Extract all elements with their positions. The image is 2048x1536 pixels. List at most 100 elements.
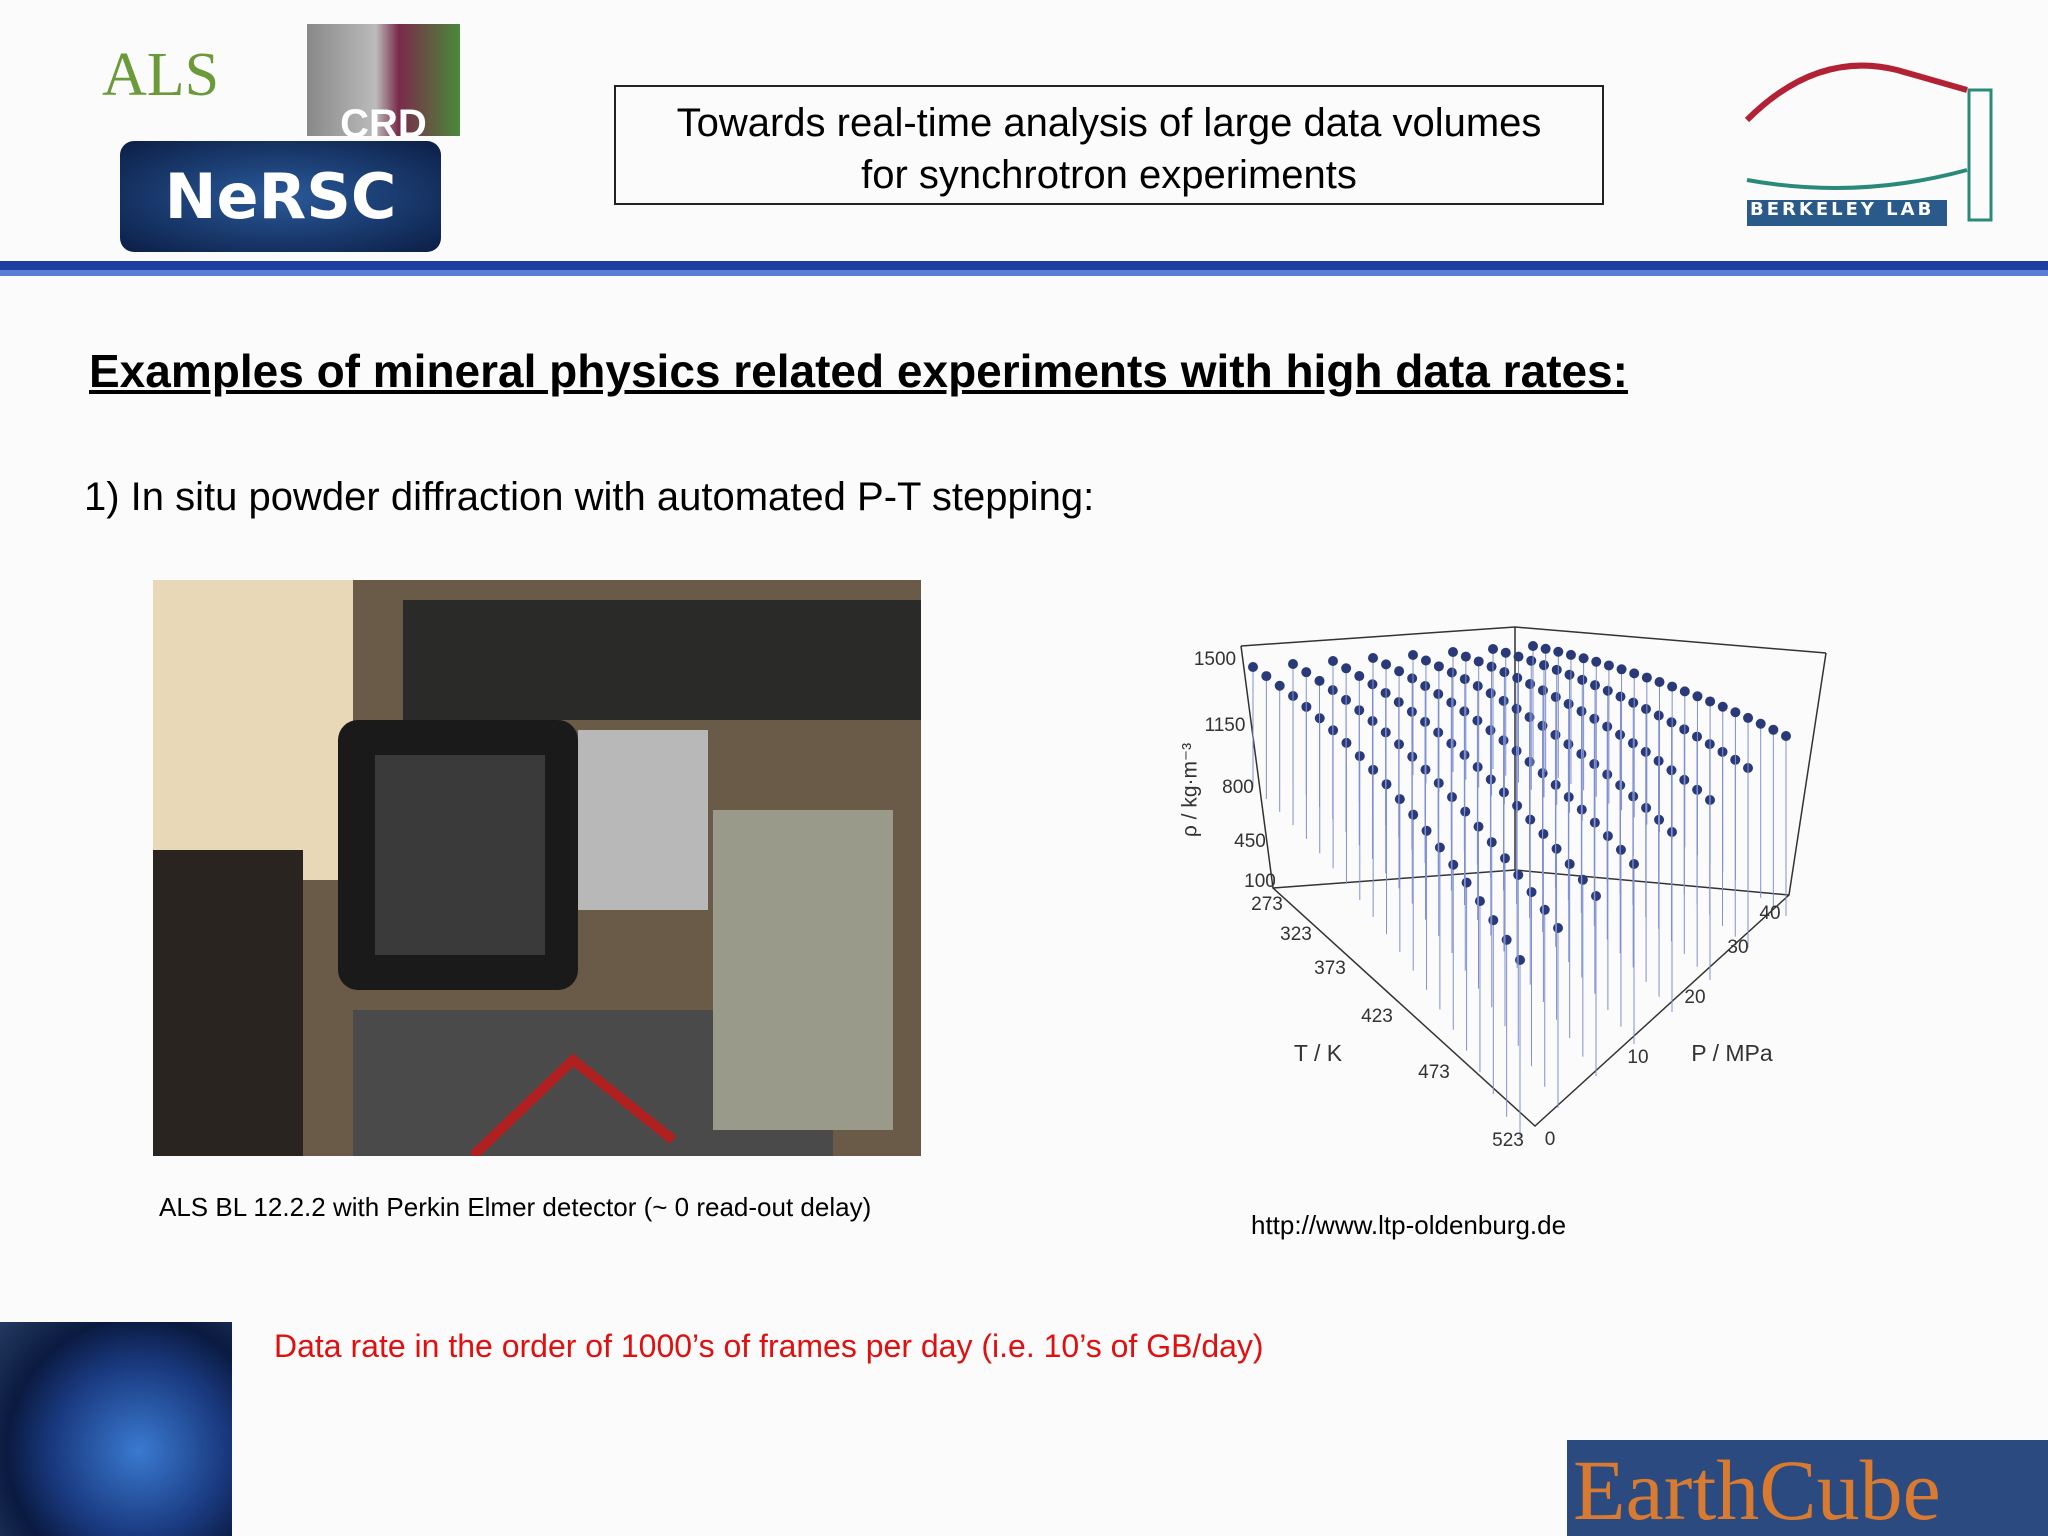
photo-caption: ALS BL 12.2.2 with Perkin Elmer detector… <box>159 1192 872 1222</box>
rho-tick-label: 100 <box>1244 871 1276 892</box>
curve-dot <box>1354 671 1365 682</box>
curve-dot <box>1368 653 1378 663</box>
figure-source: http://www.ltp-oldenburg.de <box>1251 1210 1567 1240</box>
curve-dot <box>1755 718 1766 729</box>
t-tick-label: 323 <box>1280 924 1312 945</box>
header-rule <box>0 261 2048 270</box>
curve-dot <box>1499 667 1510 678</box>
curve-dot <box>1553 646 1564 657</box>
title-box: Towards real-time analysis of large data… <box>614 85 1604 205</box>
curve-dot <box>1261 671 1272 682</box>
earth-cube-image <box>0 1322 232 1536</box>
data-curves <box>1248 641 1791 1140</box>
curve-dot <box>1616 664 1627 675</box>
curve-dot <box>1629 859 1639 869</box>
curve-dot <box>1602 721 1613 732</box>
berkeley-logo: Berkeley Lab <box>1750 199 1935 220</box>
curve-dot <box>1314 675 1325 686</box>
curve-dot <box>1564 669 1575 680</box>
curve-dot <box>1641 672 1652 683</box>
curve-dot <box>1667 681 1678 692</box>
curve-dot <box>1589 713 1600 724</box>
t-tick-label: 523 <box>1492 1130 1524 1151</box>
curve-dot <box>1421 825 1432 836</box>
curve-dot <box>1551 843 1562 854</box>
crd-logo: CRD <box>307 24 460 136</box>
curve-dot <box>1563 698 1574 709</box>
curve-dot <box>1539 904 1550 915</box>
curve-dot <box>1538 828 1549 839</box>
curve-dot <box>1730 707 1741 718</box>
t-tick-label: 423 <box>1361 1006 1393 1027</box>
curve-dot <box>1460 651 1471 662</box>
curve-dot <box>1446 667 1457 678</box>
curve-dot <box>1460 806 1471 817</box>
curve-dot <box>1679 686 1690 697</box>
curve-dot <box>1501 934 1512 945</box>
rho-tick-label: 1150 <box>1205 715 1246 736</box>
curve-dot <box>1288 659 1298 669</box>
curve-dot <box>1629 668 1640 679</box>
curve-dot <box>1485 688 1496 699</box>
t-tick-label: 373 <box>1314 958 1346 979</box>
curve-dot <box>1528 641 1538 651</box>
curve-dot <box>1498 695 1509 706</box>
curve-dot <box>1539 660 1549 671</box>
curve-dot <box>1433 661 1444 672</box>
curve-dot <box>1615 691 1626 702</box>
t-tick-label: 473 <box>1418 1062 1450 1083</box>
curve-dot <box>1420 681 1431 692</box>
curve-dot <box>1576 706 1587 717</box>
t-tick-label: 273 <box>1251 894 1283 915</box>
curve-dot <box>1274 680 1285 691</box>
curve-dot <box>1407 673 1418 684</box>
p-tick-label: 0 <box>1545 1129 1556 1150</box>
curve-dot <box>1590 680 1600 691</box>
curve-dot <box>1628 697 1639 708</box>
p-axis-label: P / MPa <box>1691 1040 1773 1066</box>
rho-tick-label: 1500 <box>1194 649 1236 670</box>
curve-dot <box>1513 869 1524 880</box>
curve-dot <box>1551 664 1562 675</box>
curve-dot <box>1367 679 1378 690</box>
curve-dot <box>1537 685 1548 696</box>
curve-dot <box>1420 655 1431 666</box>
curve-dot <box>1540 643 1551 654</box>
earthcube-logo: EarthCube <box>1567 1440 2048 1536</box>
curve-dot <box>1488 915 1499 926</box>
curve-dot <box>1513 651 1524 662</box>
curve-dot <box>1394 666 1405 677</box>
curve-dot <box>1524 712 1535 723</box>
curve-dot <box>1434 842 1445 853</box>
berkeley-logo-art <box>1744 62 1993 226</box>
curve-dot <box>1553 923 1563 933</box>
curve-dot <box>1448 647 1458 657</box>
header-rule <box>0 270 2048 276</box>
curve-dot <box>1591 891 1601 901</box>
curve-dot <box>1512 672 1523 683</box>
curve-dot <box>1448 859 1459 870</box>
curve-dot <box>1577 674 1588 685</box>
rho-tick-label: 800 <box>1222 777 1254 798</box>
curve-dot <box>1515 955 1525 965</box>
curve-dot <box>1381 659 1392 670</box>
curve-dot <box>1666 717 1677 728</box>
curve-dot <box>1743 712 1754 723</box>
curve-dot <box>1564 859 1575 870</box>
rho-axis-label: ρ / kg·m⁻³ <box>1179 743 1202 837</box>
curve-dot <box>1473 656 1484 667</box>
figure-box <box>1240 626 1827 1128</box>
curve-dot <box>1473 821 1484 832</box>
heading: Examples of mineral physics related expe… <box>89 345 1628 397</box>
curve-dot <box>1474 896 1485 907</box>
als-logo: ALS <box>102 41 220 109</box>
curve-dot <box>1578 653 1589 664</box>
curve-dot <box>1472 680 1483 691</box>
curve-dot <box>1602 685 1613 696</box>
curve-dot <box>1525 678 1536 689</box>
curve-dot <box>1565 649 1576 660</box>
beamline-photo <box>153 580 921 1156</box>
curve-dot <box>1603 660 1614 671</box>
